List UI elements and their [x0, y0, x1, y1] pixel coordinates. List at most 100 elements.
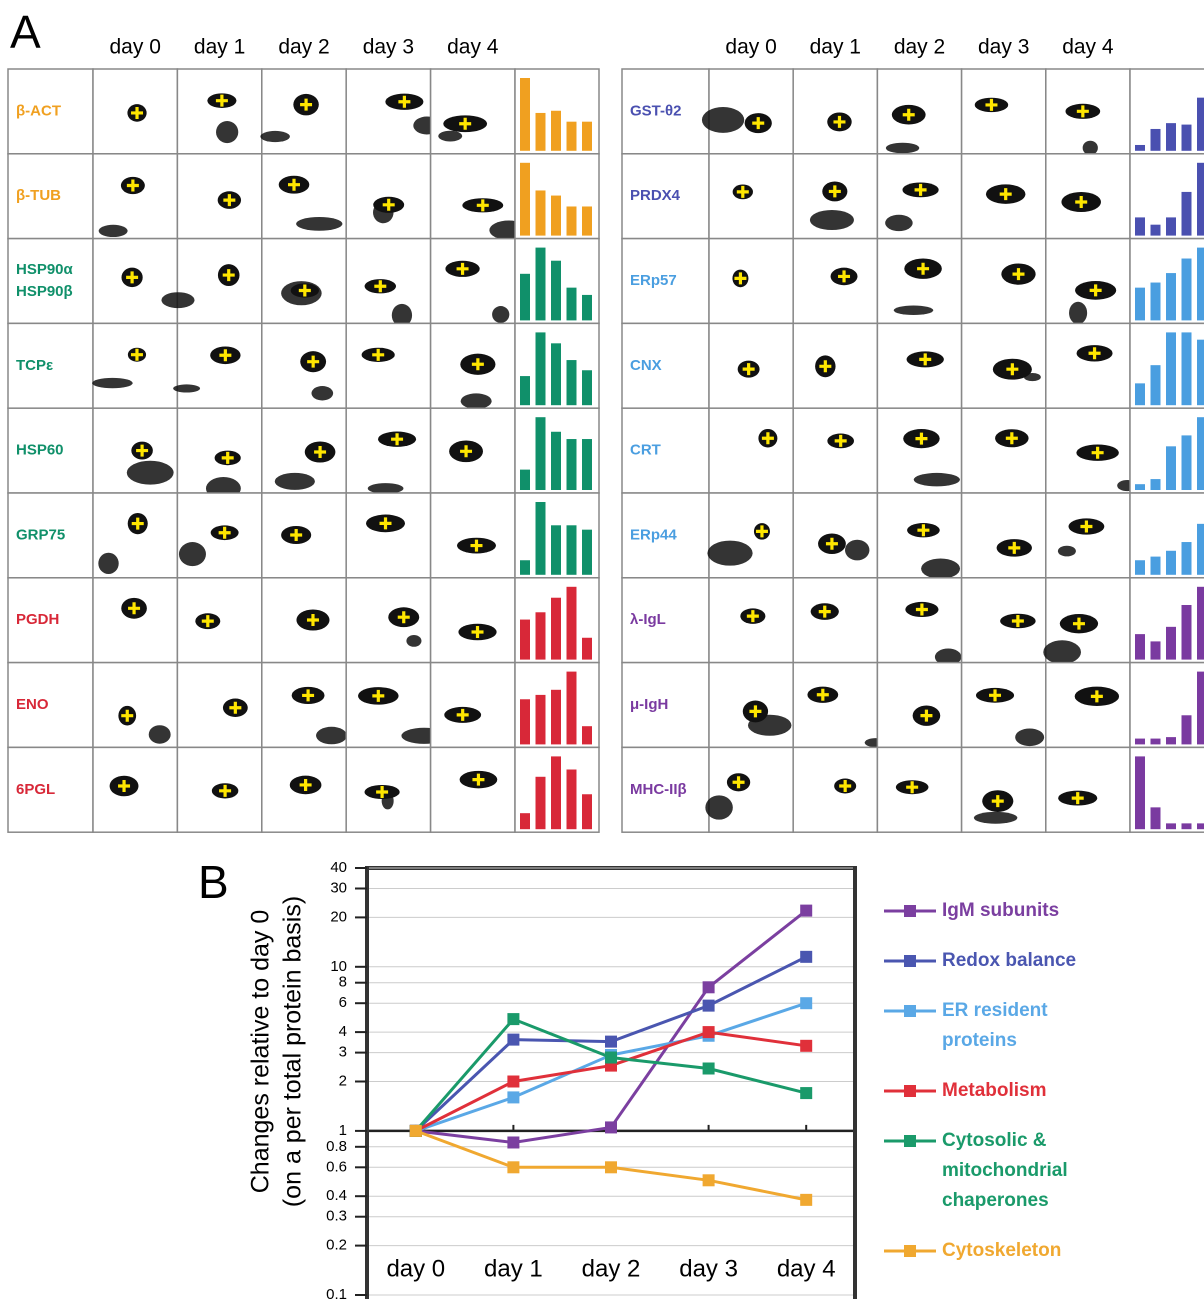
gel-spot [311, 386, 333, 400]
gel-cell [431, 578, 515, 663]
legend-label: Cytosolic & mitochondrial chaperones [942, 1126, 1102, 1216]
gel-cell [431, 747, 515, 832]
gel-cell [262, 239, 346, 324]
series-marker [800, 905, 812, 917]
gel-cell [431, 493, 515, 578]
legend-label: Metabolism [942, 1076, 1102, 1106]
bar [1182, 715, 1192, 744]
protein-label: ERp44 [630, 526, 677, 543]
gel-spot [216, 121, 238, 143]
protein-label: GST-θ2 [630, 102, 681, 119]
y-tick-label: 0.3 [326, 1208, 347, 1225]
bar [582, 726, 592, 744]
bar [1166, 332, 1176, 405]
day-header: day 3 [978, 36, 1029, 59]
gel-cell [1046, 323, 1130, 408]
protein-label: PGDH [16, 611, 59, 628]
series-marker [507, 1013, 519, 1025]
day-header: day 4 [447, 36, 499, 59]
protein-label: β-TUB [16, 187, 61, 204]
gel-cell [346, 154, 430, 239]
bar [1166, 627, 1176, 660]
bar [1166, 123, 1176, 151]
bar [536, 777, 546, 829]
bar [1135, 145, 1145, 151]
gel-cell [177, 239, 261, 324]
y-tick-label: 8 [339, 974, 347, 991]
y-axis-label: Changes relative to day 0 [247, 910, 275, 1194]
bar [520, 78, 530, 151]
bar [1197, 98, 1204, 151]
series-marker [507, 1161, 519, 1173]
x-tick-label: day 1 [484, 1255, 543, 1282]
bar [536, 612, 546, 659]
bar [1182, 125, 1192, 151]
y-tick-label: 40 [330, 859, 347, 876]
bar [1166, 737, 1176, 744]
gel-cell [346, 408, 430, 493]
y-axis-label: (on a per total protein basis) [279, 896, 307, 1207]
series-marker [703, 1063, 715, 1075]
protein-label: TCPε [16, 357, 53, 374]
gel-cell [709, 154, 793, 239]
bar [1151, 365, 1161, 405]
legend-entry: IgM subunits [882, 896, 1102, 926]
day-header: day 0 [725, 36, 776, 59]
bar [582, 530, 592, 575]
bar [536, 502, 546, 575]
bar [551, 756, 561, 829]
series-marker [605, 1121, 617, 1133]
y-tick-label: 0.2 [326, 1237, 347, 1254]
protein-label: PRDX4 [630, 187, 681, 204]
legend-swatch [882, 996, 938, 1026]
bar [1135, 560, 1145, 575]
bar [567, 439, 577, 490]
bar [1135, 756, 1145, 829]
day-header: day 1 [194, 36, 245, 59]
day-header: day 3 [363, 36, 414, 59]
bar [582, 370, 592, 405]
gel-spot [316, 727, 347, 744]
bar [520, 470, 530, 490]
bar [567, 360, 577, 405]
x-tick-label: day 4 [777, 1255, 836, 1282]
bar [551, 111, 561, 151]
bar [567, 122, 577, 151]
bar [582, 794, 592, 829]
bar [536, 248, 546, 321]
bar [1151, 225, 1161, 236]
bar [1197, 524, 1204, 575]
gel-cell [177, 323, 261, 408]
bar [1151, 479, 1161, 490]
legend-swatch [882, 1236, 938, 1266]
gel-spot [179, 542, 206, 566]
series-marker [703, 1174, 715, 1186]
legend-marker [904, 1135, 916, 1147]
gel-cell [177, 663, 261, 748]
bar [1197, 672, 1204, 745]
y-tick-label: 3 [339, 1044, 347, 1061]
legend-marker [904, 1085, 916, 1097]
bar [1166, 446, 1176, 490]
bar [1197, 417, 1204, 490]
protein-label: HSP90β [16, 283, 73, 300]
gel-spot [707, 541, 752, 566]
bar [551, 261, 561, 321]
legend-entry: Cytoskeleton [882, 1236, 1102, 1266]
bar [567, 672, 577, 745]
protein-label: HSP60 [16, 442, 64, 459]
protein-label: GRP75 [16, 526, 65, 543]
bar [536, 417, 546, 490]
panel-letter: B [198, 856, 229, 908]
x-tick-label: day 0 [386, 1255, 445, 1282]
y-tick-label: 2 [339, 1072, 347, 1089]
gel-spot [92, 378, 132, 388]
x-tick-label: day 2 [582, 1255, 641, 1282]
bar [1151, 129, 1161, 151]
bar [1197, 340, 1204, 406]
bar [520, 274, 530, 321]
y-tick-label: 0.6 [326, 1158, 347, 1175]
gel-cell [793, 408, 877, 493]
bar [1166, 273, 1176, 320]
series-marker [800, 1194, 812, 1206]
